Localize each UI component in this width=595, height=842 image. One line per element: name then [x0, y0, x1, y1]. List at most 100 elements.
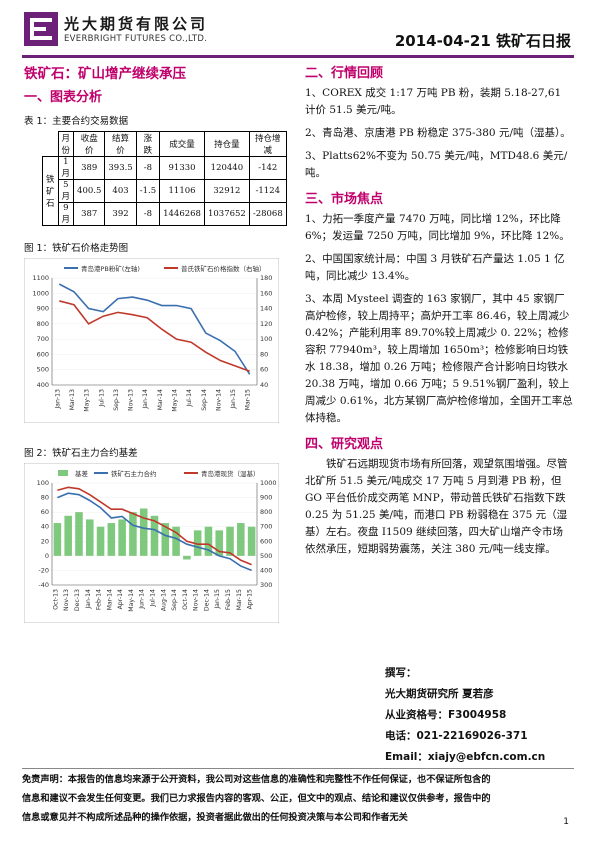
- cell: 387: [73, 202, 106, 226]
- disclaimer-line: 信息或意见并不构成所述品种的操作依据，投资者据此做出的任何投资决策与本公司和作者…: [22, 812, 408, 823]
- x-tick-label: Mar-15: [245, 389, 252, 410]
- basis-bar: [247, 526, 256, 556]
- cell: 5月: [57, 179, 75, 203]
- legend-label: 普氏铁矿石价格指数（右轴）: [181, 264, 266, 273]
- basis-bar: [226, 526, 234, 556]
- cell: 400.5: [73, 179, 106, 203]
- chart-frame: [23, 257, 280, 424]
- cell: 9月: [57, 202, 75, 226]
- legend-label: 青岛港PB粉矿(左轴): [81, 264, 140, 273]
- x-tick-label: Oct-13: [52, 589, 59, 610]
- y-left-tick: 1100: [32, 274, 49, 282]
- cell: 389: [73, 156, 106, 180]
- y-left-tick: 1000: [32, 289, 49, 297]
- x-tick-label: Jan-13: [54, 389, 61, 410]
- y-right-tick: 800: [260, 508, 272, 516]
- x-tick-label: Dec-14: [203, 589, 210, 611]
- y-left-tick: 900: [37, 305, 49, 313]
- x-tick-label: Nov-14: [215, 389, 222, 411]
- y-right-tick: 160: [260, 289, 272, 297]
- cell: -8: [135, 156, 161, 180]
- author-label: 撰写：: [385, 667, 417, 679]
- th-month: 月份: [57, 131, 75, 157]
- y-right-tick: 40: [260, 381, 268, 389]
- x-tick-label: Jul-14: [186, 389, 193, 408]
- basis-bar: [107, 523, 116, 556]
- y-right-tick: 60: [260, 366, 268, 374]
- y-right-tick: 80: [260, 350, 268, 358]
- legend-swatch: [58, 470, 68, 476]
- y-right-tick: 600: [260, 537, 272, 545]
- author-email: Email：xiajy@ebfcn.com.cn: [385, 751, 546, 763]
- section-market-review: 二、行情回顾: [305, 66, 384, 81]
- x-tick-label: Jan-15: [230, 389, 237, 410]
- basis-bar: [96, 526, 105, 556]
- footer-divider: [22, 768, 574, 769]
- y-right-tick: 400: [260, 566, 272, 574]
- table-caption: 表 1：主要合约交易数据: [24, 116, 129, 127]
- x-tick-label: Apr-15: [247, 589, 254, 609]
- x-tick-label: Jan-14: [85, 589, 92, 610]
- row-label: 铁矿石: [42, 156, 59, 226]
- basis-bar: [75, 512, 83, 556]
- cell: -142: [248, 156, 287, 180]
- y-right-tick: 300: [260, 581, 272, 589]
- series-line: [58, 283, 251, 375]
- y-left-tick: 80: [41, 494, 49, 502]
- y-left-tick: -20: [38, 566, 49, 574]
- basis-bar: [139, 508, 148, 556]
- review-item-2: 2、青岛港、京唐港 PB 粉稳定 375-380 元/吨（湿基）。: [305, 127, 571, 139]
- x-tick-label: Jun-14: [139, 589, 146, 610]
- x-tick-label: May-14: [128, 589, 135, 612]
- basis-bar: [129, 512, 137, 556]
- legend-label: 青岛港现货（湿基）: [201, 469, 260, 478]
- y-left-tick: -40: [38, 581, 49, 589]
- basis-bar: [237, 523, 245, 556]
- table-row: 铁矿石 1月 389 393.5 -8 91330 120440 -142: [42, 156, 287, 226]
- cell: -28068: [248, 202, 287, 226]
- x-tick-label: Dec-13: [74, 589, 81, 611]
- basis-bar: [53, 523, 62, 556]
- basis-bar: [85, 519, 94, 556]
- x-tick-label: Oct-14: [182, 589, 189, 610]
- y-right-tick: 700: [260, 523, 272, 531]
- th-change: 涨跌: [135, 131, 161, 157]
- x-tick-label: Mar-13: [69, 389, 76, 410]
- x-tick-label: May-13: [84, 389, 91, 412]
- report-date-title: 2014-04-21 铁矿石日报: [394, 32, 571, 50]
- disclaimer-line: 免责声明：本报告的信息均来源于公开资料，我公司对这些信息的准确性和完整性不作任何…: [22, 774, 491, 785]
- x-tick-label: Nov-13: [63, 589, 70, 611]
- x-tick-label: Aug-14: [160, 589, 167, 611]
- cell: 1月: [57, 156, 75, 180]
- focus-item-3: 3、本周 Mysteel 调查的 163 家钢厂，其中 45 家钢厂高炉检修，较…: [305, 293, 573, 424]
- cell: 1446268: [159, 202, 205, 226]
- cell: 392: [104, 202, 137, 226]
- brand-name-cn: 光大期货有限公司: [64, 15, 209, 33]
- section-research-view: 四、研究观点: [305, 437, 384, 452]
- legend-label: 铁矿石主力合约: [111, 469, 157, 478]
- disclaimer-line: 信息和建议不会发生任何变更。我们已力求报告内容的客观、公正，但文中的观点、结论和…: [22, 793, 491, 804]
- fig2-caption: 图 2：铁矿石主力合约基差: [24, 448, 138, 459]
- x-tick-label: Apr-14: [117, 589, 124, 609]
- y-left-tick: 20: [41, 537, 49, 545]
- y-left-tick: 100: [37, 479, 49, 487]
- section-market-focus: 三、市场焦点: [305, 192, 384, 207]
- basis-bar: [161, 523, 170, 556]
- company-logo-icon: [24, 12, 58, 46]
- cell: 120440: [203, 156, 250, 180]
- author-license: 从业资格号：F3004958: [385, 709, 507, 721]
- x-tick-label: Feb-15: [225, 589, 232, 610]
- review-item-1: 1、COREX 成交 1:17 万吨 PB 粉，装期 5.18-27,61 计价…: [305, 87, 562, 116]
- th-volume: 成交量: [159, 131, 205, 157]
- author-block: 撰写： 光大期货研究所 夏若彦 从业资格号：F3004958 电话：021-22…: [385, 663, 545, 768]
- header-divider: [22, 55, 574, 58]
- y-right-tick: 140: [260, 305, 272, 313]
- review-item-3: 3、Platts62%不变为 50.75 美元/吨，MTD48.6 美元/吨。: [305, 150, 568, 179]
- iron-ore-price-chart: 青岛港PB粉矿(左轴) 普氏铁矿石价格指数（右轴） 1100 1000 900 800 70…: [23, 257, 280, 424]
- table-header-row: 月份 收盘价 结算价 涨跌 成交量 持仓量 持仓增减: [43, 131, 287, 157]
- focus-item-1: 1、力拓一季度产量 7470 万吨，同比增 12%，环比降 6%；发运量 725…: [305, 213, 570, 242]
- th-close: 收盘价: [73, 131, 106, 157]
- y-left-tick: 400: [37, 381, 49, 389]
- y-left-tick: 800: [37, 320, 49, 328]
- basis-bar: [204, 526, 213, 556]
